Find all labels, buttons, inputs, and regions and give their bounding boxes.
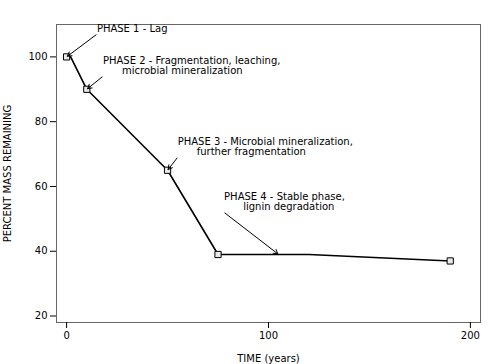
svg-text:PHASE 2 - Fragmentation, leach: PHASE 2 - Fragmentation, leaching, micro… [103, 55, 281, 76]
svg-text:PHASE 1 - Lag: PHASE 1 - Lag [97, 23, 168, 34]
svg-text:0: 0 [63, 330, 69, 341]
svg-text:100: 100 [28, 51, 47, 62]
svg-text:200: 200 [461, 330, 480, 341]
svg-text:60: 60 [35, 181, 48, 192]
svg-text:80: 80 [35, 116, 48, 127]
svg-text:PERCENT MASS REMAINING: PERCENT MASS REMAINING [2, 105, 13, 243]
svg-text:20: 20 [35, 310, 48, 321]
svg-text:TIME (years): TIME (years) [236, 353, 300, 364]
svg-text:40: 40 [35, 245, 48, 256]
svg-text:100: 100 [259, 330, 278, 341]
svg-text:PHASE 4 - Stable phase, l: PHASE 4 - Stable phase, lignin degradati… [224, 191, 345, 212]
svg-text:PHASE 3 - Microbial mineraliza: PHASE 3 - Microbial mineralization, furt… [178, 136, 353, 157]
